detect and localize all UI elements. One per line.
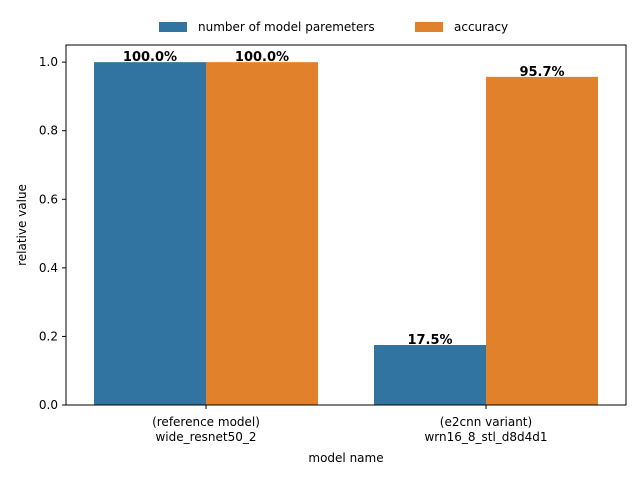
legend-label: accuracy [454, 20, 508, 34]
x-axis: (reference model)wide_resnet50_2 (e2cnn v… [152, 405, 548, 444]
bar-labels: 100.0% 17.5% 100.0% 95.7% [123, 50, 565, 348]
bar [94, 62, 206, 406]
bar-value-label: 100.0% [123, 50, 177, 65]
bar-value-label: 17.5% [407, 333, 452, 348]
y-tick-label: 0.4 [39, 261, 58, 275]
y-tick-label: 0.6 [39, 192, 58, 206]
y-tick-label: 1.0 [39, 55, 58, 69]
y-tick-label: 0.0 [39, 398, 58, 412]
y-tick-label: 0.2 [39, 329, 58, 343]
y-axis: 0.0 0.2 0.4 0.6 0.8 1.0 [39, 55, 66, 412]
legend: number of model paremeters accuracy [159, 20, 508, 34]
x-axis-label: model name [308, 451, 383, 465]
bar [486, 76, 598, 405]
x-tick-label: (e2cnn variant) [440, 415, 532, 429]
plot-frame [65, 44, 627, 406]
x-tick-label: wide_resnet50_2 [155, 430, 256, 444]
legend-swatch [415, 22, 443, 32]
bar [374, 345, 486, 405]
y-tick-label: 0.8 [39, 124, 58, 138]
bars [94, 62, 598, 406]
legend-label: number of model paremeters [198, 20, 375, 34]
bar [206, 62, 318, 406]
x-tick-label: (reference model) [152, 415, 260, 429]
bar-value-label: 100.0% [235, 50, 289, 65]
x-tick-label: wrn16_8_stl_d8d4d1 [424, 430, 547, 444]
legend-swatch [159, 22, 187, 32]
y-axis-label: relative value [15, 184, 29, 266]
bar-value-label: 95.7% [519, 65, 564, 80]
